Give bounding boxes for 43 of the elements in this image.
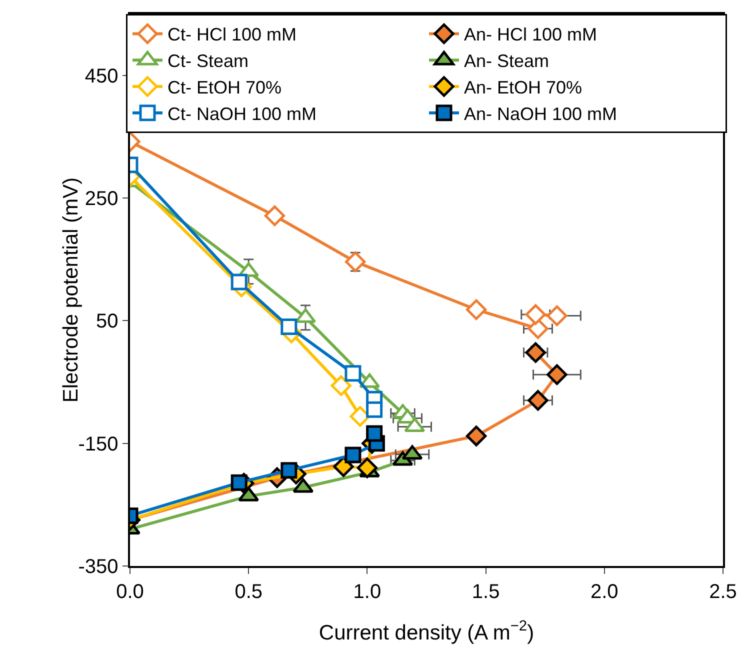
point [333, 456, 354, 477]
point [356, 458, 378, 478]
point [366, 425, 383, 442]
y-tick-label: 50 [96, 310, 118, 333]
x-tick-label: 1.0 [353, 580, 382, 603]
legend-label: An- NaOH 100 mM [464, 104, 618, 124]
legend-label: Ct- EtOH 70% [168, 78, 282, 98]
point [466, 299, 487, 320]
point [344, 365, 362, 382]
legend-label: Ct- NaOH 100 mM [168, 104, 317, 124]
point [546, 305, 568, 326]
x-tick-label: 0.0 [116, 580, 144, 603]
x-tick-label: 2.5 [709, 580, 737, 603]
y-tick-label: -150 [78, 433, 118, 456]
point [230, 274, 248, 290]
x-tick-label: 2.0 [590, 580, 618, 603]
y-tick-label: 250 [84, 188, 118, 210]
point [366, 401, 383, 418]
y-tick-label: -350 [78, 556, 118, 578]
y-axis-title: Electrode potential (mV) [60, 177, 82, 403]
point [525, 304, 546, 325]
legend-label: An- EtOH 70% [464, 78, 582, 98]
legend-label: An- HCl 100 mM [464, 24, 598, 45]
legend-label: Ct- Steam [168, 51, 249, 72]
point [344, 446, 362, 464]
point [528, 390, 548, 411]
x-tick-label: 0.5 [234, 580, 263, 603]
point [350, 406, 370, 427]
x-axis-title: Current density (A m$^{−2}$) [318, 618, 534, 644]
point [344, 251, 366, 272]
legend-label: An- Steam [464, 51, 550, 72]
point [230, 474, 248, 491]
point [525, 342, 546, 363]
point [330, 375, 352, 396]
point [546, 364, 568, 385]
point [280, 462, 298, 479]
point [528, 318, 548, 339]
point [466, 426, 487, 446]
point [264, 205, 286, 226]
point [280, 318, 298, 336]
legend-label: Ct- HCl 100 mM [168, 24, 297, 45]
x-tick-label: 1.5 [472, 580, 500, 603]
y-tick-label: 450 [84, 65, 118, 88]
